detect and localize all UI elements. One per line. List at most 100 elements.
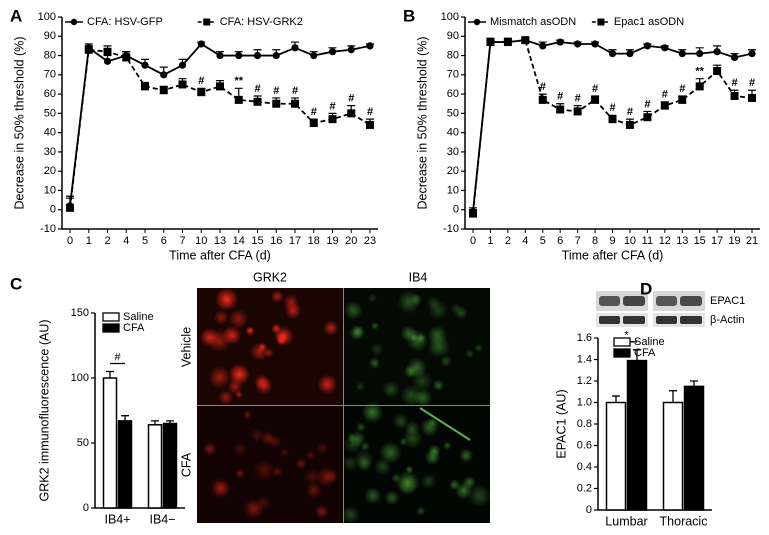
legend-label: CFA: HSV-GRK2 (220, 16, 303, 28)
point (486, 38, 495, 47)
y-tick-label: 0.4 (577, 461, 592, 473)
point (310, 51, 318, 60)
point (253, 97, 262, 106)
y-tick-label: 150 (71, 307, 89, 319)
point (84, 45, 93, 54)
point (539, 42, 547, 50)
x-axis-title: Time after CFA (d) (169, 248, 271, 262)
y-tick-label: 70 (44, 69, 56, 81)
y-tick-label: 40 (447, 127, 459, 139)
x-tick-label: 19 (326, 235, 338, 247)
blot-band (599, 296, 620, 306)
legend-marker (70, 18, 78, 26)
cell (397, 290, 421, 314)
y-tick-label: 50 (447, 107, 459, 119)
blot-band (599, 316, 620, 324)
panel-letter: D (640, 279, 652, 298)
point (748, 93, 756, 102)
significance-mark: # (575, 93, 581, 105)
cell (361, 401, 384, 424)
point (748, 50, 756, 58)
y-tick-label: 60 (447, 88, 459, 100)
legend-marker (203, 18, 211, 26)
y-tick-label: 30 (44, 146, 56, 158)
cell (284, 302, 302, 320)
cell (442, 441, 452, 450)
cell (203, 442, 217, 456)
cell (427, 325, 448, 346)
legend-swatch (102, 312, 120, 322)
cell (349, 430, 366, 447)
point (141, 61, 149, 69)
cell (213, 309, 229, 326)
y-tick-label: 100 (441, 11, 459, 23)
cell (212, 479, 230, 497)
legend-marker (473, 18, 481, 26)
column-label: GRK2 (253, 270, 287, 284)
y-axis-title: GRK2 immunofluorescence (AU) (37, 319, 51, 501)
point (643, 42, 651, 50)
point (159, 86, 168, 95)
error-bar (612, 395, 620, 403)
series-line (69, 48, 371, 208)
significance-mark: # (749, 77, 755, 89)
point (197, 88, 206, 97)
point (253, 51, 262, 60)
y-tick-label: 40 (44, 127, 56, 139)
point (538, 95, 547, 104)
point (591, 95, 600, 104)
legend-label: CFA (123, 322, 145, 334)
cell (439, 354, 453, 368)
cell (454, 305, 469, 320)
cell (370, 321, 380, 331)
cell (355, 381, 366, 392)
cell (413, 388, 433, 408)
series-line (472, 39, 753, 214)
cell (208, 366, 231, 389)
point (643, 113, 652, 122)
point (178, 80, 187, 89)
point (160, 71, 168, 79)
cell (406, 357, 427, 379)
y-tick-label: 50 (77, 437, 89, 449)
point (216, 82, 224, 91)
x-tick-label: 10 (195, 235, 207, 247)
y-tick-label: 80 (44, 49, 56, 61)
blot-band (623, 316, 645, 324)
cell (382, 380, 400, 399)
point (66, 203, 74, 212)
point (291, 44, 299, 52)
point (197, 40, 205, 48)
bar (147, 424, 163, 509)
cell (360, 441, 370, 452)
cell (276, 335, 287, 346)
point (696, 50, 704, 58)
cell (272, 466, 283, 477)
x-tick-label: 5 (142, 235, 148, 247)
y-tick-label: 90 (44, 30, 56, 42)
y-tick-label: 1.2 (577, 375, 592, 387)
cell (459, 448, 474, 463)
x-tick-label: 8 (592, 235, 598, 247)
point (503, 38, 512, 47)
cell (234, 468, 246, 479)
point (309, 119, 318, 127)
significance-mark: # (311, 106, 317, 118)
significance-mark: # (329, 100, 335, 112)
legend-swatch (613, 337, 631, 347)
legend-label: Mismatch asODN (490, 16, 576, 28)
significance-mark: # (592, 83, 598, 95)
point (328, 115, 337, 124)
significance-mark: # (348, 93, 354, 105)
cell (234, 390, 243, 399)
blot-band (656, 316, 677, 324)
cell (228, 363, 251, 386)
legend-label: CFA: HSV-GFP (87, 16, 163, 28)
x-tick-label: 12 (659, 235, 671, 247)
point (678, 95, 687, 104)
y-tick-label: 50 (44, 107, 56, 119)
point (626, 50, 634, 58)
significance-mark: # (644, 98, 650, 110)
cell (402, 428, 423, 449)
y-tick-label: 60 (44, 88, 56, 100)
